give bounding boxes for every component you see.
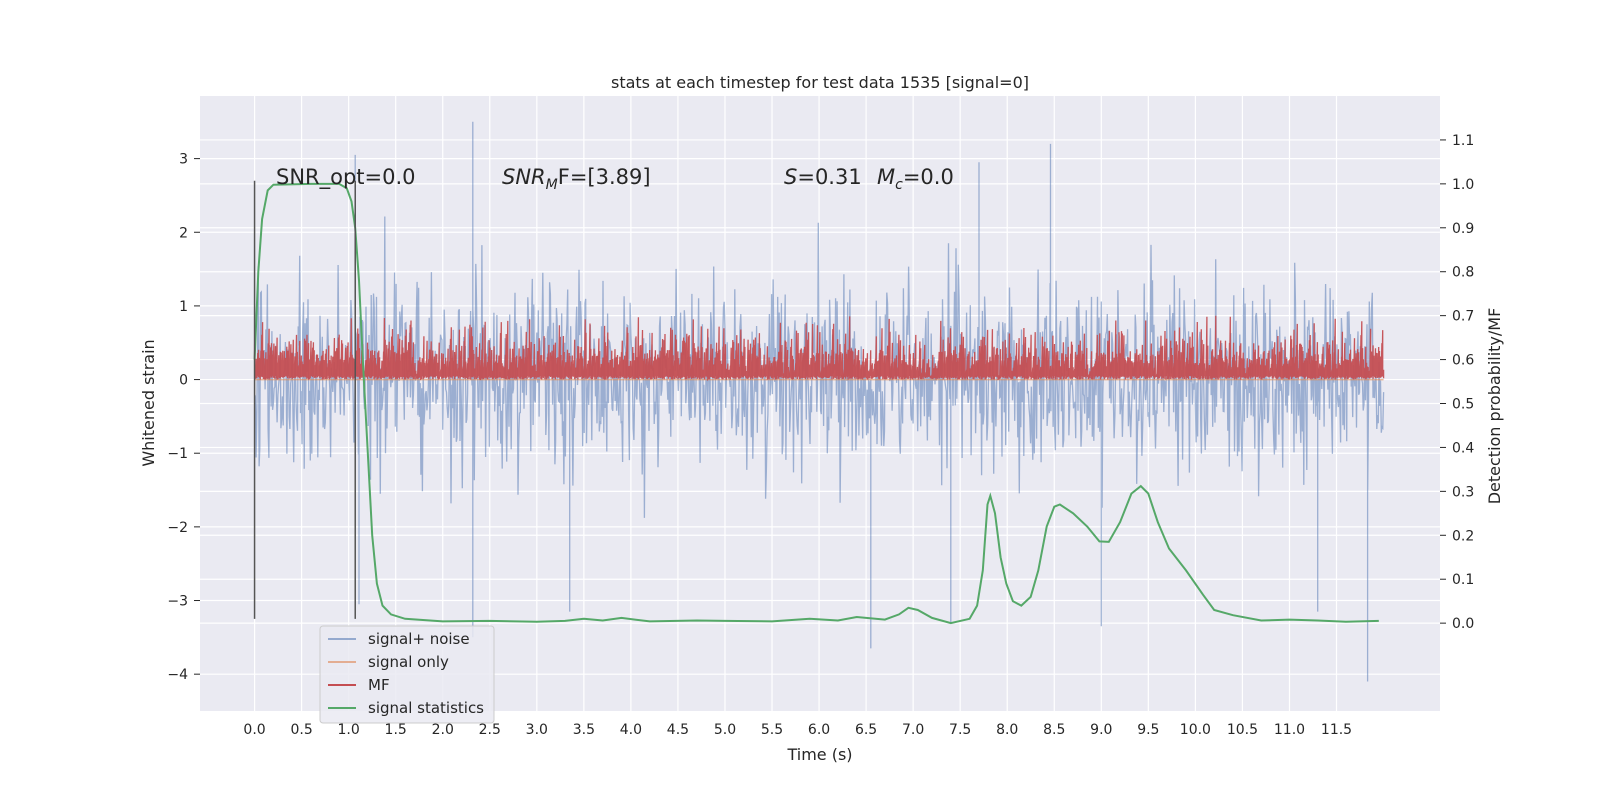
x-axis-ticks: 0.0 0.5 1.0 1.5 2.0 2.5 3.0 3.5 4.0 4.5 5.0 5.5 6.0 6… — [243, 722, 1352, 738]
legend: signal+ noise signal only MF signal stat… — [319, 625, 495, 724]
x-tick-label: 4.5 — [667, 722, 689, 738]
x-tick-label: 2.5 — [479, 722, 501, 738]
y2-tick-label: 0.5 — [1452, 397, 1474, 413]
x-tick-label: 4.0 — [620, 722, 642, 738]
legend-box — [319, 625, 495, 724]
y-tick-label: −3 — [167, 594, 188, 610]
x-tick-label: 3.0 — [526, 722, 548, 738]
y2-tick-label: 0.3 — [1452, 484, 1474, 500]
annotation-snr-opt: SNR_opt=0.0 — [276, 165, 416, 190]
x-tick-label: 11.5 — [1321, 722, 1352, 738]
x-tick-label: 8.0 — [996, 722, 1018, 738]
x-tick-label: 1.0 — [338, 722, 360, 738]
x-tick-label: 5.0 — [714, 722, 736, 738]
series-mf — [253, 315, 1385, 382]
y-tick-label: 2 — [179, 225, 188, 241]
y2-tick-label: 1.1 — [1452, 133, 1474, 149]
y2-tick-label: 0.4 — [1452, 440, 1474, 456]
y-tick-label: −2 — [167, 520, 188, 536]
x-tick-label: 10.0 — [1180, 722, 1211, 738]
x-tick-label: 7.5 — [949, 722, 971, 738]
x-tick-label: 6.0 — [808, 722, 830, 738]
x-tick-label: 10.5 — [1227, 722, 1258, 738]
x-tick-label: 3.5 — [573, 722, 595, 738]
annotation-mc: Mc=0.0 — [877, 165, 954, 193]
chart-title: stats at each timestep for test data 153… — [611, 73, 1029, 92]
x-tick-label: 9.0 — [1090, 722, 1112, 738]
y-tick-label: 1 — [179, 299, 188, 315]
y2-tick-label: 0.6 — [1452, 353, 1474, 369]
x-tick-label: 11.0 — [1274, 722, 1305, 738]
y-tick-label: 0 — [179, 373, 188, 389]
y2-tick-label: 0.9 — [1452, 221, 1474, 237]
legend-label-statistics: signal statistics — [368, 699, 484, 717]
y2-axis-label: Detection probability/MF — [1485, 308, 1504, 505]
x-tick-label: 0.5 — [290, 722, 312, 738]
x-tick-label: 7.0 — [902, 722, 924, 738]
x-tick-label: 2.0 — [432, 722, 454, 738]
x-tick-label: 9.5 — [1137, 722, 1159, 738]
x-tick-label: 0.0 — [243, 722, 265, 738]
x-axis-label: Time (s) — [786, 745, 852, 764]
series-layer — [253, 121, 1385, 682]
y-axis-label: Whitened strain — [139, 339, 158, 466]
annotation-s: S=0.31 — [784, 165, 862, 189]
y2-tick-label: 0.2 — [1452, 528, 1474, 544]
x-tick-label: 8.5 — [1043, 722, 1065, 738]
y2-tick-label: 0.1 — [1452, 572, 1474, 588]
window-markers — [253, 180, 356, 619]
y2-tick-label: 0.0 — [1452, 616, 1474, 632]
y-tick-label: 3 — [179, 152, 188, 168]
annotation-snr-mf: SNRMF=[3.89] — [502, 165, 651, 193]
y2-tick-label: 1.0 — [1452, 177, 1474, 193]
y2-tick-label: 0.7 — [1452, 309, 1474, 325]
x-tick-label: 5.5 — [761, 722, 783, 738]
legend-label-mf: MF — [368, 676, 390, 694]
y2-axis-ticks: 0.0 0.1 0.2 0.3 0.4 0.5 0.6 0.7 0.8 0.9 1.0 1.1 — [1440, 133, 1474, 632]
legend-label-noise: signal+ noise — [368, 630, 470, 648]
legend-label-signal-only: signal only — [368, 653, 449, 671]
y-tick-label: −4 — [167, 667, 188, 683]
x-tick-label: 6.5 — [855, 722, 877, 738]
y2-tick-label: 0.8 — [1452, 265, 1474, 281]
y-tick-label: −1 — [167, 446, 188, 462]
x-tick-label: 1.5 — [385, 722, 407, 738]
series-signal-statistics — [253, 182, 1379, 625]
y-axis-ticks: −4 −3 −2 −1 0 1 2 3 — [167, 152, 200, 683]
annotations: SNR_opt=0.0 SNRMF=[3.89] S=0.31 Mc=0.0 — [276, 165, 954, 193]
